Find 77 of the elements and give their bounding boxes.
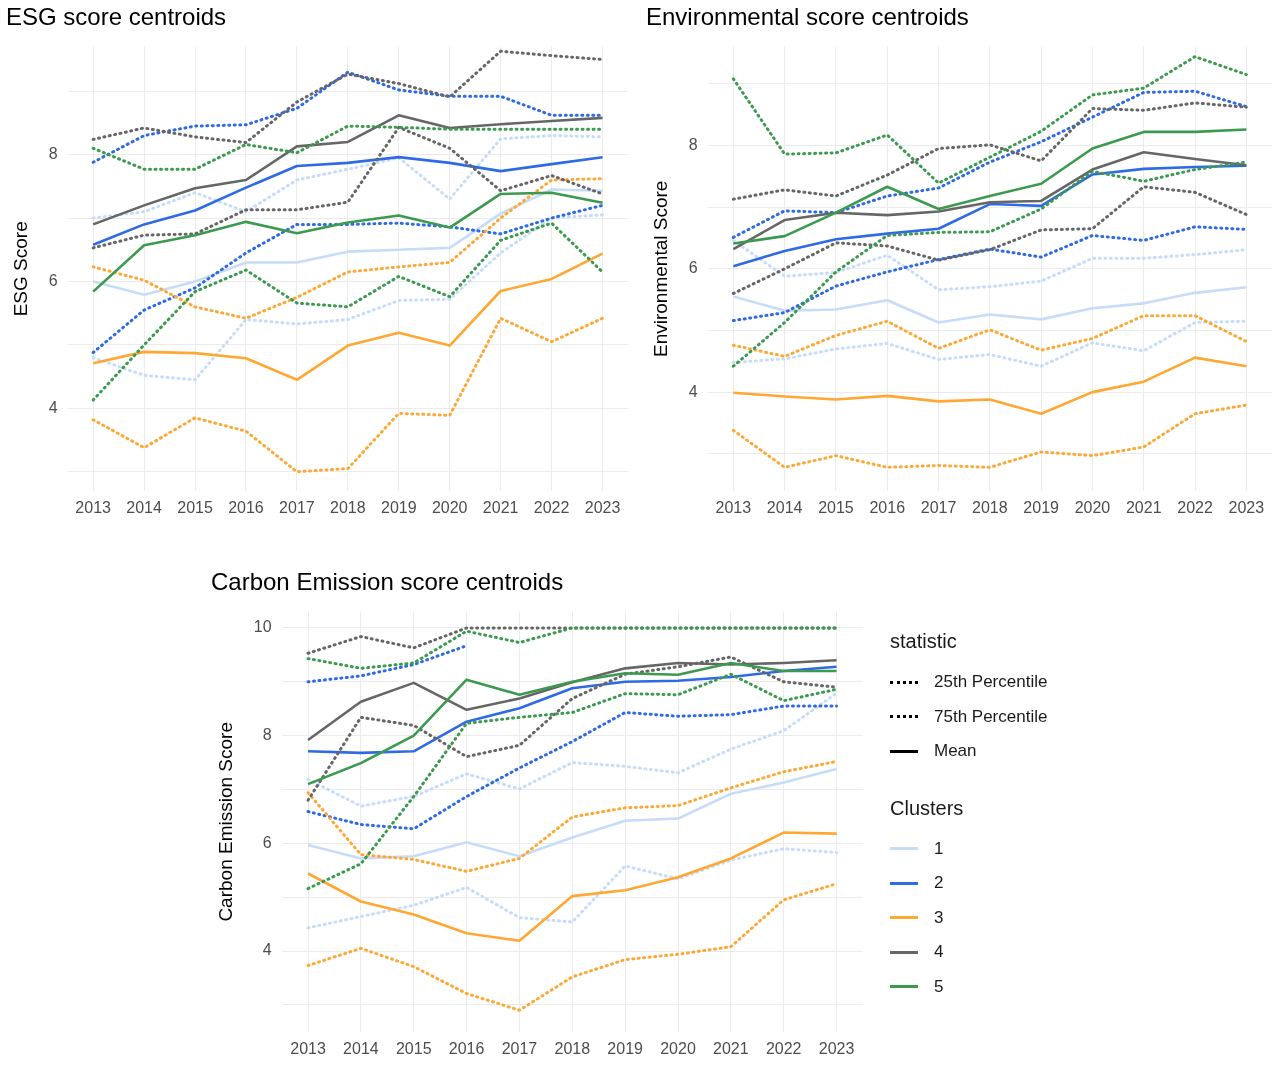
x-tick-label: 2023: [818, 1039, 855, 1057]
legend-label: 2: [934, 873, 944, 894]
y-axis-title: Environmental Score: [649, 180, 671, 357]
x-tick-label: 2023: [584, 498, 621, 516]
line-series: [91, 49, 605, 145]
x-tick-label: 2015: [177, 498, 213, 516]
line-series: [91, 316, 605, 474]
x-tick-label: 2016: [869, 498, 906, 516]
x-tick-label: 2015: [395, 1039, 432, 1057]
y-tick-label: 4: [48, 398, 58, 416]
y-tick-label: 6: [688, 259, 698, 277]
x-tick-label: 2020: [1074, 498, 1111, 516]
x-tick-label: 2018: [972, 498, 1008, 516]
x-tick-label: 2019: [1023, 498, 1060, 516]
line-series: [731, 225, 1248, 323]
line-series: [731, 314, 1248, 358]
x-tick-label: 2022: [1177, 498, 1213, 516]
x-tick-label: 2017: [501, 1039, 538, 1057]
text: statistic: [890, 630, 958, 653]
x-tick-label: 2021: [1125, 498, 1162, 516]
x-tick-label: 2021: [482, 498, 519, 516]
x-tick-label: 2014: [126, 498, 162, 516]
legend-label: 3: [934, 907, 944, 928]
x-tick-label: 2018: [554, 1039, 591, 1057]
line-series: [731, 319, 1248, 368]
legend-label: 4: [934, 942, 944, 963]
y-tick-label: 8: [48, 145, 58, 163]
y-tick-label: 10: [253, 618, 272, 636]
text: 25th Percentile: [934, 672, 1048, 693]
x-tick-label: 2013: [290, 1039, 326, 1057]
legend-label: 5: [934, 976, 944, 997]
line-series: [731, 101, 1248, 201]
chart-title: ESG score centroids: [6, 3, 227, 31]
line-series: [731, 55, 1248, 185]
line-series: [91, 177, 605, 320]
x-tick-label: 2019: [607, 1039, 644, 1057]
line-series: [731, 160, 1248, 368]
text: Mean: [934, 741, 977, 762]
line-series: [731, 403, 1248, 469]
line-series: [306, 691, 839, 808]
x-tick-label: 2016: [448, 1039, 485, 1057]
legend-title: Clusters: [890, 796, 965, 820]
x-tick-label: 2023: [1228, 498, 1265, 516]
x-tick-label: 2017: [279, 498, 315, 516]
x-tick-label: 2017: [920, 498, 957, 516]
line-series: [91, 203, 605, 355]
x-tick-label: 2013: [715, 498, 752, 516]
chart-title: Environmental score centroids: [646, 3, 969, 31]
line-series: [306, 847, 839, 930]
line-series: [731, 89, 1248, 239]
x-tick-label: 2014: [343, 1039, 379, 1057]
x-tick-label: 2020: [431, 498, 468, 516]
x-tick-label: 2013: [75, 498, 112, 516]
x-tick-label: 2014: [766, 498, 803, 516]
text: 75th Percentile: [934, 706, 1048, 727]
line-series: [731, 185, 1248, 295]
y-tick-label: 8: [688, 135, 698, 153]
y-tick-label: 6: [262, 833, 272, 851]
x-tick-label: 2022: [533, 498, 570, 516]
x-tick-label: 2020: [660, 1039, 696, 1057]
y-tick-label: 8: [262, 726, 272, 744]
chart-title: Carbon Emission score centroids: [211, 568, 564, 596]
x-tick-label: 2015: [818, 498, 854, 516]
y-tick-label: 4: [688, 382, 698, 400]
y-axis-title: Carbon Emission Score: [214, 722, 236, 922]
x-tick-label: 2016: [228, 498, 264, 516]
x-tick-label: 2021: [713, 1039, 749, 1057]
legend-label: 1: [934, 838, 944, 859]
line-series: [306, 626, 839, 670]
y-tick-label: 6: [48, 271, 58, 289]
x-tick-label: 2018: [330, 498, 366, 516]
y-tick-label: 4: [262, 941, 272, 959]
x-tick-label: 2019: [380, 498, 417, 516]
y-axis-title: ESG Score: [9, 221, 31, 317]
line-series: [306, 672, 839, 891]
x-tick-label: 2022: [765, 1039, 802, 1057]
line-series: [306, 704, 839, 831]
